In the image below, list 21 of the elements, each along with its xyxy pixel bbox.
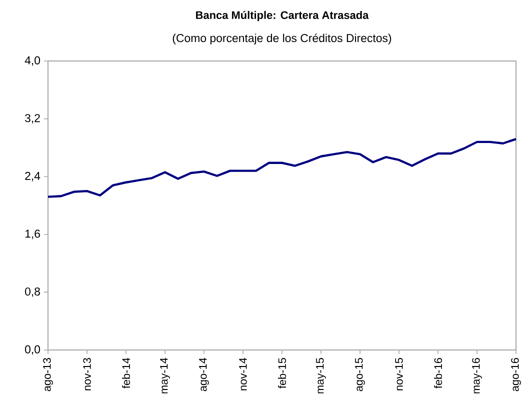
x-tick-label: nov-14 (239, 358, 247, 390)
y-tick-label: 3,2 (24, 114, 40, 124)
x-tick-label: may-15 (316, 358, 326, 394)
x-tick-label: may-14 (160, 358, 170, 394)
x-tick-label: ago-16 (511, 358, 521, 392)
x-tick-label: may-16 (472, 358, 482, 394)
x-tick-label: ago-15 (355, 358, 365, 392)
chart-title: Banca Múltiple: Cartera Atrasada (196, 10, 369, 22)
x-tick-label: ago-13 (43, 358, 53, 392)
x-tick-label: feb-16 (434, 358, 442, 388)
y-tick-label: 2,4 (25, 172, 40, 182)
x-tick-label: feb-14 (122, 358, 130, 388)
y-tick-label: 0,0 (25, 345, 40, 355)
y-tick-label: 1,6 (25, 230, 40, 240)
y-tick-label: 0,8 (25, 287, 40, 297)
x-tick-label: nov-15 (395, 358, 403, 390)
y-tick-label: 4,0 (24, 56, 40, 66)
x-tick-label: feb-15 (278, 358, 286, 388)
x-tick-label: ago-14 (199, 358, 209, 392)
x-tick-label: nov-13 (83, 358, 91, 390)
chart-subtitle: (Como porcentaje de los Créditos Directos) (172, 34, 392, 44)
